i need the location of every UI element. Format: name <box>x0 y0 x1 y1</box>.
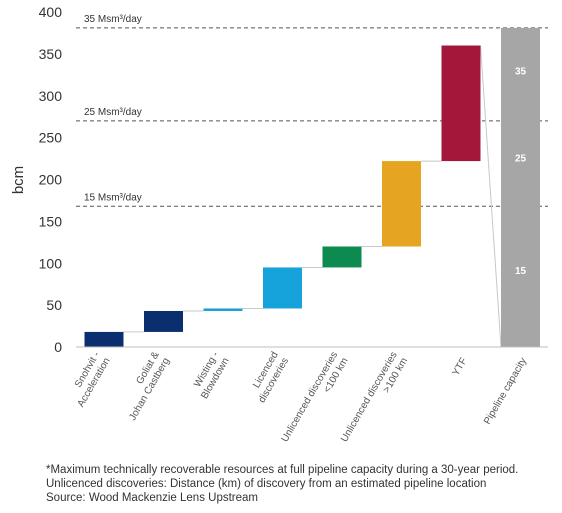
bar <box>144 310 183 332</box>
capacity-labels: 15 25 35 <box>515 67 527 277</box>
reference-line-label: 25 Msm³/day <box>84 107 142 118</box>
category-label: Pipeline capacity <box>482 356 529 426</box>
y-tick-label: 250 <box>39 130 63 146</box>
category-label: Goliat &Johan Castberg <box>117 350 172 423</box>
y-tick-label: 350 <box>39 46 63 62</box>
y-tick-label: 300 <box>39 88 63 104</box>
bar <box>441 45 481 162</box>
y-axis: 0 50 100 150 200 250 300 350 400 <box>39 4 63 355</box>
footnote-2: Unlicenced discoveries: Distance (km) of… <box>46 478 487 490</box>
category-labels: Snohvit -Acceleration Goliat &Johan Castb… <box>65 350 529 450</box>
bar <box>203 308 243 311</box>
connector-lines <box>123 45 502 348</box>
category-label: Snohvit -Acceleration <box>65 350 112 409</box>
y-tick-label: 50 <box>46 297 62 313</box>
capacity-bar-label: 35 <box>515 67 527 78</box>
y-tick-label: 150 <box>39 213 63 229</box>
y-tick-label: 100 <box>39 255 63 271</box>
waterfall-chart: 0 50 100 150 200 250 300 350 400 bcm 15 Msm³/day… <box>10 4 548 450</box>
bar <box>501 27 540 347</box>
y-tick-label: 0 <box>54 339 62 355</box>
capacity-bar-label: 25 <box>515 154 527 165</box>
bar <box>382 161 421 247</box>
category-label: YTF <box>451 356 470 378</box>
capacity-bar-label: 15 <box>515 266 527 277</box>
bar <box>322 246 362 268</box>
y-axis-label: bcm <box>10 166 27 194</box>
y-tick-label: 400 <box>39 4 63 20</box>
footnote-1: *Maximum technically recoverable resourc… <box>46 464 519 476</box>
category-label: Wisting -Blowdown <box>189 350 232 401</box>
footnote-3: Source: Wood Mackenzie Lens Upstream <box>46 492 258 504</box>
y-tick-label: 200 <box>39 172 63 188</box>
bar <box>263 267 302 309</box>
connector-line <box>480 45 502 348</box>
bars <box>84 27 540 347</box>
reference-line-label: 15 Msm³/day <box>84 192 142 203</box>
category-label: Licenceddiscoveries <box>246 350 291 405</box>
category-label: Unlicenced discoveries>100 km <box>339 350 410 450</box>
reference-line-label: 35 Msm³/day <box>84 14 142 25</box>
bar <box>84 331 124 347</box>
